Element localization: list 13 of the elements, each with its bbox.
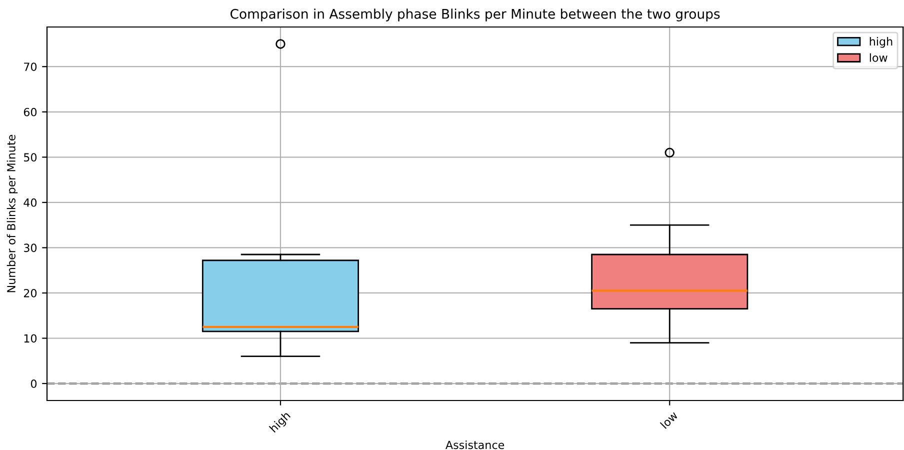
legend-label: high: [870, 37, 892, 48]
y-tick-label: 50: [24, 153, 37, 162]
y-tick-label: 30: [24, 244, 37, 252]
legend-label: low: [870, 53, 888, 62]
chart-title: Comparison in Assembly phase Blinks per Minute between the two groups: [230, 8, 720, 22]
y-tick-label: 60: [24, 108, 37, 116]
y-tick-label: 10: [24, 334, 37, 343]
y-tick-label: 0: [30, 380, 37, 388]
y-tick-label: 70: [24, 62, 37, 71]
y-tick-label: 40: [24, 198, 37, 207]
x-axis-title: Assistance: [446, 440, 504, 450]
y-axis-title: Number of Blinks per Minute: [6, 134, 18, 292]
y-tick-label: 20: [24, 288, 37, 298]
